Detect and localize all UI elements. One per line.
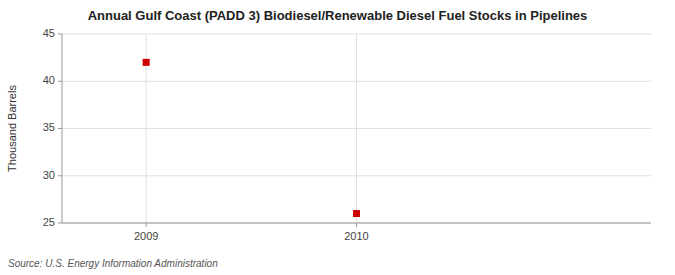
y-tick [58, 81, 62, 82]
y-tick [58, 175, 62, 176]
y-tick [58, 34, 62, 35]
x-grid-line [356, 34, 357, 223]
chart: 25 30 35 40 45 2009 2010 Annual Gulf Coast (PAD… [0, 0, 675, 275]
y-tick-label: 30 [43, 169, 55, 181]
y-tick-label: 25 [43, 216, 55, 228]
x-axis-line [62, 223, 651, 224]
point [353, 210, 360, 217]
points [143, 59, 360, 217]
x-tick [356, 223, 357, 227]
title: Annual Gulf Coast (PADD 3) Biodiesel/Ren… [88, 8, 588, 23]
y-axis-label: Thousand Barrels [6, 85, 18, 172]
x-tick [146, 223, 147, 227]
y-grid-line [62, 223, 651, 224]
y-tick [58, 223, 62, 224]
y-tick-label: 35 [43, 121, 55, 133]
axes: 25 30 35 40 45 2009 2010 [43, 27, 651, 242]
y-tick-label: 40 [43, 74, 55, 86]
grid [62, 34, 651, 223]
point [143, 59, 150, 66]
x-tick-label: 2010 [344, 230, 368, 242]
source-note: Source: U.S. Energy Information Administ… [8, 258, 218, 269]
y-axis-line [62, 34, 63, 223]
y-tick-label: 45 [43, 27, 55, 39]
x-tick-label: 2009 [134, 230, 158, 242]
y-tick [58, 128, 62, 129]
